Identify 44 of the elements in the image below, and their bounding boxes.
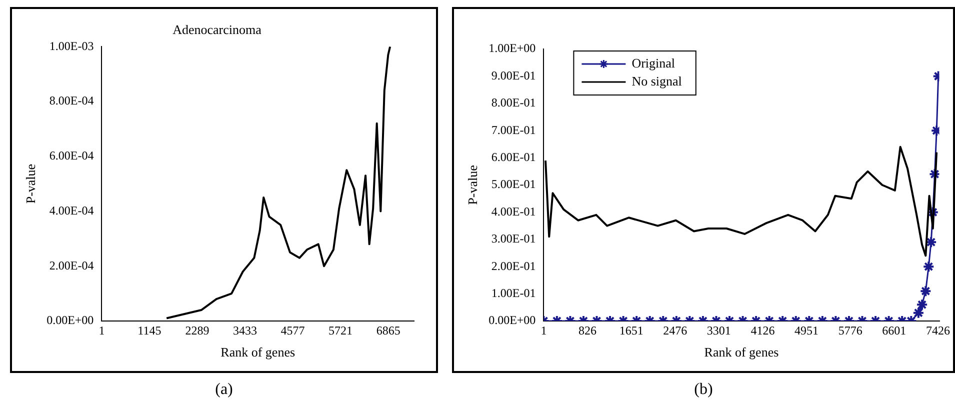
- y-tick-label: 3.00E-01: [491, 232, 536, 246]
- x-tick-label: 4951: [794, 323, 819, 338]
- x-tick-label: 1145: [138, 323, 162, 338]
- y-tick-label: 2.00E-04: [49, 258, 94, 272]
- legend-label: Original: [632, 55, 676, 70]
- y-tick-label: 1.00E-03: [49, 38, 94, 53]
- y-tick-label: 7.00E-01: [491, 122, 536, 137]
- y-tick-label: 6.00E-01: [491, 150, 536, 164]
- x-tick-label: 5776: [838, 323, 862, 338]
- x-tick-label: 2476: [663, 323, 688, 338]
- x-tick-label: 1: [540, 323, 547, 338]
- x-axis-title: Rank of genes: [704, 344, 779, 360]
- y-tick-label: 6.00E-04: [49, 148, 94, 163]
- x-tick-label: 6601: [882, 323, 906, 338]
- x-tick-label: 4577: [280, 323, 305, 338]
- x-tick-label: 5721: [328, 323, 353, 338]
- x-tick-label: 826: [578, 323, 597, 338]
- y-axis-title: P-value: [465, 164, 480, 205]
- x-tick-label: 7426: [926, 323, 950, 338]
- y-tick-label: 4.00E-01: [491, 204, 536, 218]
- x-tick-label: 6865: [376, 323, 400, 338]
- y-tick-label: 1.00E-01: [491, 286, 536, 300]
- x-tick-label: 4126: [750, 323, 775, 338]
- point: [928, 168, 940, 180]
- chart-title: Adenocarcinoma: [172, 22, 262, 38]
- text: (a): [214, 381, 234, 399]
- x-tick-label: 3433: [233, 323, 258, 338]
- y-tick-label: 8.00E-04: [49, 94, 94, 108]
- x-tick-label: 1: [98, 323, 105, 338]
- y-tick-label: 8.00E-01: [491, 96, 536, 110]
- y-tick-label: 9.00E-01: [491, 68, 536, 82]
- x-axis-title: Rank of genes: [220, 344, 296, 360]
- y-tick-label: 4.00E-04: [49, 203, 94, 218]
- y-tick-label: 1.00E+00: [488, 41, 536, 56]
- legend-label: No signal: [632, 73, 682, 88]
- y-tick-label: 0.00E+00: [46, 313, 94, 328]
- x-tick-label: 3301: [706, 323, 731, 338]
- text: (b): [693, 381, 714, 399]
- x-tick-label: 2289: [185, 323, 210, 338]
- x-tick-label: 1651: [619, 323, 644, 338]
- y-tick-label: 5.00E-01: [491, 177, 536, 192]
- y-tick-label: 2.00E-01: [491, 258, 536, 273]
- y-tick-label: 0.00E+00: [488, 313, 536, 328]
- y-axis-title: P-value: [23, 164, 38, 204]
